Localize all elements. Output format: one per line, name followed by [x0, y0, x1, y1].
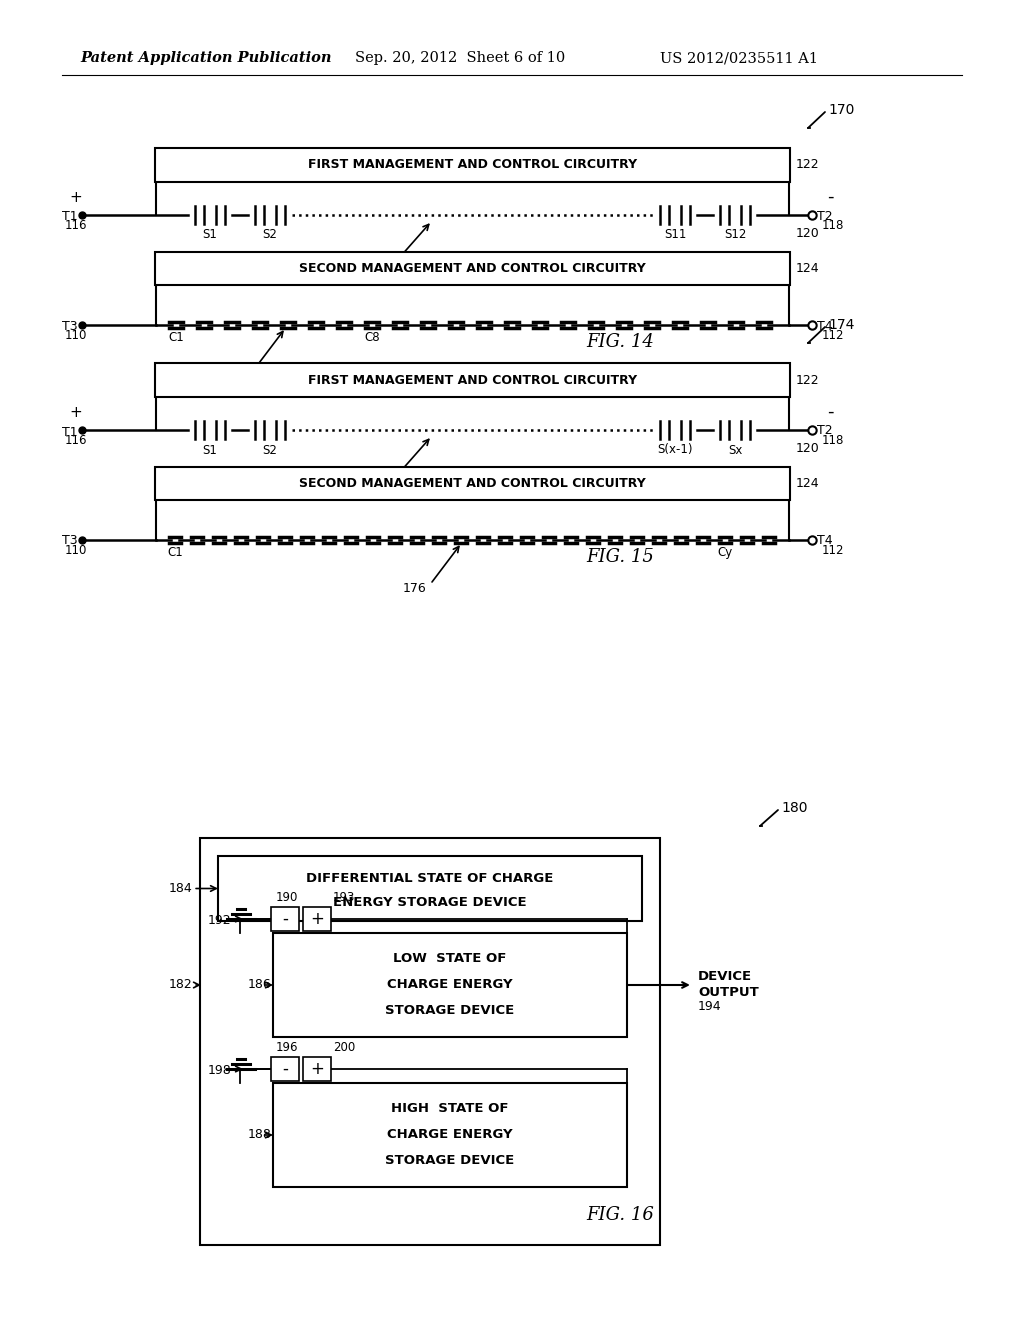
Text: T2: T2 [817, 210, 833, 223]
Text: FIRST MANAGEMENT AND CONTROL CIRCUITRY: FIRST MANAGEMENT AND CONTROL CIRCUITRY [308, 158, 637, 172]
Text: FIG. 15: FIG. 15 [586, 548, 654, 566]
Text: -: - [826, 187, 834, 206]
Text: US 2012/0235511 A1: US 2012/0235511 A1 [660, 51, 818, 65]
Text: CHARGE ENERGY: CHARGE ENERGY [387, 1129, 513, 1142]
Bar [155, 363, 790, 397]
Text: 172: 172 [227, 367, 251, 380]
Bar [155, 252, 790, 285]
Bar [271, 1057, 299, 1081]
Text: S1: S1 [203, 444, 217, 457]
Text: 196: 196 [275, 1041, 298, 1053]
Text: DIFFERENTIAL STATE OF CHARGE: DIFFERENTIAL STATE OF CHARGE [306, 873, 554, 886]
Text: 178: 178 [378, 473, 402, 484]
Text: Sx: Sx [728, 444, 742, 457]
Text: S(x-1): S(x-1) [657, 444, 693, 457]
Text: T1: T1 [62, 210, 78, 223]
Text: T1: T1 [62, 425, 78, 438]
Text: 116: 116 [65, 219, 87, 232]
Bar [155, 148, 790, 182]
Text: C1: C1 [167, 546, 183, 558]
Text: T3: T3 [62, 319, 78, 333]
Bar [155, 467, 790, 500]
Text: SECOND MANAGEMENT AND CONTROL CIRCUITRY: SECOND MANAGEMENT AND CONTROL CIRCUITRY [299, 477, 646, 490]
Bar [273, 1082, 627, 1187]
Bar [303, 907, 331, 931]
Text: 188: 188 [248, 1129, 272, 1142]
Text: CHARGE ENERGY: CHARGE ENERGY [387, 978, 513, 991]
Text: 122: 122 [796, 374, 819, 387]
Text: OUTPUT: OUTPUT [698, 986, 759, 999]
Text: +: + [70, 405, 82, 420]
Bar [273, 933, 627, 1038]
Text: 116: 116 [65, 434, 87, 447]
Text: S2: S2 [262, 228, 278, 242]
Text: FIG. 14: FIG. 14 [586, 333, 654, 351]
Text: FIRST MANAGEMENT AND CONTROL CIRCUITRY: FIRST MANAGEMENT AND CONTROL CIRCUITRY [308, 374, 637, 387]
Text: S12: S12 [724, 228, 746, 242]
Text: 110: 110 [65, 329, 87, 342]
Text: Cy: Cy [718, 546, 732, 558]
Text: DEVICE: DEVICE [698, 970, 752, 983]
Text: 122: 122 [796, 158, 819, 172]
Text: 120: 120 [796, 442, 820, 455]
Text: 192: 192 [208, 915, 231, 928]
Text: T4: T4 [817, 319, 833, 333]
Text: 194: 194 [698, 1001, 722, 1014]
Text: FIG. 16: FIG. 16 [586, 1206, 654, 1224]
Text: -: - [282, 1060, 288, 1078]
Text: T2: T2 [817, 425, 833, 437]
Text: 112: 112 [822, 329, 845, 342]
Text: 186: 186 [248, 978, 271, 991]
Text: S1: S1 [203, 228, 217, 242]
Text: -: - [282, 909, 288, 928]
Text: 170: 170 [828, 103, 854, 117]
Text: 190: 190 [275, 891, 298, 904]
Text: Sep. 20, 2012  Sheet 6 of 10: Sep. 20, 2012 Sheet 6 of 10 [355, 51, 565, 65]
Text: 124: 124 [796, 261, 819, 275]
Text: 118: 118 [822, 434, 845, 447]
Text: 180: 180 [781, 801, 808, 814]
Text: +: + [70, 190, 82, 205]
Text: 184: 184 [168, 882, 193, 895]
Text: 120: 120 [796, 227, 820, 240]
Text: C1: C1 [168, 331, 184, 345]
Text: T4: T4 [817, 535, 833, 548]
Text: HIGH  STATE OF: HIGH STATE OF [391, 1102, 509, 1115]
Text: 176: 176 [403, 582, 427, 595]
Text: SECOND MANAGEMENT AND CONTROL CIRCUITRY: SECOND MANAGEMENT AND CONTROL CIRCUITRY [299, 261, 646, 275]
Text: 182: 182 [168, 978, 193, 991]
Bar [218, 855, 642, 921]
Text: +: + [310, 909, 324, 928]
Text: T3: T3 [62, 535, 78, 548]
Text: 124: 124 [796, 477, 819, 490]
Text: 118: 118 [822, 219, 845, 232]
Text: Patent Application Publication: Patent Application Publication [80, 51, 332, 65]
Bar [200, 838, 660, 1245]
Text: 198: 198 [207, 1064, 231, 1077]
Text: C8: C8 [365, 331, 380, 345]
Text: S2: S2 [262, 444, 278, 457]
Text: +: + [310, 1060, 324, 1078]
Text: 193: 193 [333, 891, 355, 904]
Bar [271, 907, 299, 931]
Text: 110: 110 [65, 544, 87, 557]
Text: LOW  STATE OF: LOW STATE OF [393, 953, 507, 965]
Text: S11: S11 [664, 228, 686, 242]
Text: -: - [826, 403, 834, 421]
Text: 166: 166 [378, 257, 401, 271]
Text: 112: 112 [822, 544, 845, 557]
Text: STORAGE DEVICE: STORAGE DEVICE [385, 1155, 515, 1167]
Text: STORAGE DEVICE: STORAGE DEVICE [385, 1005, 515, 1018]
Text: 174: 174 [828, 318, 854, 333]
Text: ENERGY STORAGE DEVICE: ENERGY STORAGE DEVICE [333, 896, 526, 909]
Text: 200: 200 [333, 1041, 355, 1053]
Bar [303, 1057, 331, 1081]
